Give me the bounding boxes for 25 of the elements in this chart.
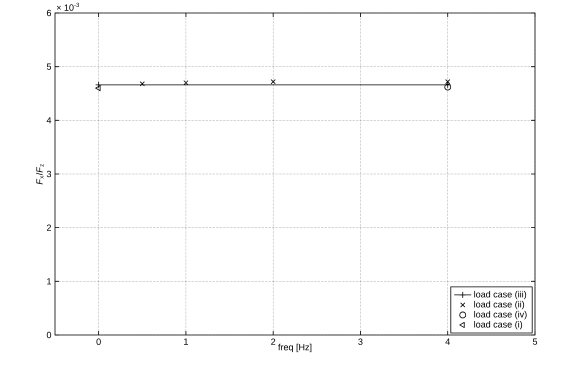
- y-tick-label: 3: [46, 170, 52, 178]
- x-tick-label: 5: [532, 338, 538, 345]
- y-tick-label: 0: [46, 332, 52, 338]
- y-tick-label: 6: [46, 10, 52, 16]
- y-tick-label: 2: [46, 224, 52, 231]
- point: [95, 85, 101, 92]
- y-tick-label: 1: [47, 278, 52, 284]
- point: [270, 79, 276, 84]
- point: [95, 82, 102, 88]
- x-axis-title: freq [Hz]: [278, 344, 312, 352]
- x-tick-label: 1: [184, 338, 188, 345]
- legend-label: load case (iv): [474, 310, 527, 320]
- legend-label: load case (iii): [474, 290, 526, 300]
- point: [140, 81, 145, 86]
- y-tick-label: 4: [46, 117, 52, 124]
- x-tick-label: 4: [445, 338, 450, 345]
- point: [183, 80, 188, 86]
- x-tick-label: 0: [96, 338, 101, 345]
- x-tick-label: 3: [358, 338, 363, 345]
- text: × 10$^{-3}$: [56, 2, 80, 11]
- legend-label: load case (i): [474, 320, 522, 330]
- y-axis-title: F$_{x}$/F$_{z}$: [36, 164, 44, 184]
- x-tick-label: 2: [271, 338, 276, 345]
- legend-label: load case (ii): [474, 300, 524, 310]
- y-tick-label: 5: [46, 64, 52, 70]
